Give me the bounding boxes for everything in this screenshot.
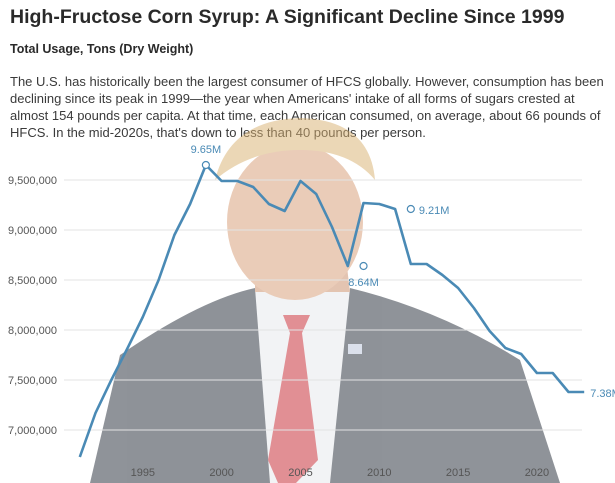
annotation-label: 9.65M bbox=[191, 144, 222, 156]
chart-title: High-Fructose Corn Syrup: A Significant … bbox=[10, 6, 565, 28]
x-tick-label: 2010 bbox=[367, 467, 391, 479]
annotation-label: 8.64M bbox=[348, 277, 379, 289]
y-tick-label: 9,000,000 bbox=[8, 225, 57, 237]
annotation-marker bbox=[359, 261, 368, 271]
y-tick-label: 7,000,000 bbox=[8, 425, 57, 437]
x-tick-label: 2005 bbox=[288, 467, 312, 479]
y-tick-label: 8,000,000 bbox=[8, 325, 57, 337]
y-tick-label: 8,500,000 bbox=[8, 275, 57, 287]
chart-subtitle: Total Usage, Tons (Dry Weight) bbox=[10, 42, 194, 56]
grid-lines bbox=[64, 179, 582, 431]
hfcs-usage-line bbox=[78, 163, 585, 458]
y-axis-labels: 7,000,000 7,500,000 8,000,000 8,500,000 9,00… bbox=[8, 175, 57, 437]
y-tick-label: 7,500,000 bbox=[8, 375, 57, 387]
x-tick-label: 2000 bbox=[209, 467, 233, 479]
annotation-label: 7.38M bbox=[590, 388, 615, 400]
x-tick-label: 1995 bbox=[131, 467, 155, 479]
x-axis-labels: 1995 2000 2005 2010 2015 2020 bbox=[131, 467, 550, 479]
annotation-marker bbox=[201, 160, 210, 170]
annotations: 9.65M 8.64M 9.21M 7.38M bbox=[191, 144, 615, 400]
annotation-marker bbox=[406, 204, 415, 214]
x-tick-label: 2020 bbox=[525, 467, 549, 479]
x-tick-label: 2015 bbox=[446, 467, 470, 479]
annotation-label: 9.21M bbox=[419, 205, 450, 217]
y-tick-label: 9,500,000 bbox=[8, 175, 57, 187]
